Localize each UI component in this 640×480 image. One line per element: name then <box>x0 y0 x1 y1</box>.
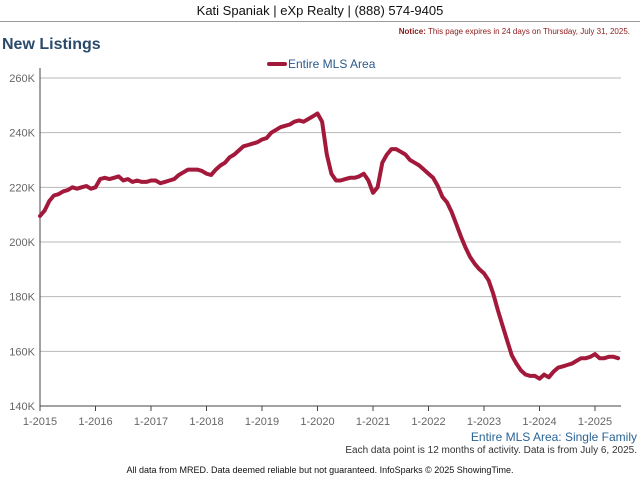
series-layer <box>38 111 621 381</box>
x-tick-label: 1-2019 <box>245 416 279 428</box>
grid-lines <box>40 77 621 352</box>
x-tick-label: 1-2020 <box>300 416 334 428</box>
x-tick-label: 1-2021 <box>356 416 390 428</box>
notice-text: This page expires in 24 days on Thursday… <box>427 27 630 36</box>
x-tick-label: 1-2023 <box>467 416 501 428</box>
x-tick-label: 1-2015 <box>23 416 57 428</box>
y-tick-label: 200K <box>9 237 35 249</box>
y-tick-label: 140K <box>9 401 35 413</box>
y-tick-label: 180K <box>9 292 35 304</box>
notice-label: Notice: <box>398 27 426 36</box>
expiry-notice: Notice: This page expires in 24 days on … <box>399 27 630 36</box>
x-tick-label: 1-2025 <box>578 416 612 428</box>
x-axis-tick-labels: 1-2015 1-2016 1-2017 1-2018 1-2019 1-2020 1-20… <box>23 416 612 428</box>
x-tick-label: 1-2017 <box>134 416 168 428</box>
y-tick-label: 160K <box>9 346 35 358</box>
axes <box>39 68 621 411</box>
x-tick-label: 1-2022 <box>411 416 445 428</box>
y-tick-label: 240K <box>9 128 35 140</box>
x-tick-label: 1-2024 <box>522 416 556 428</box>
page-title: New Listings <box>2 36 101 53</box>
series-line <box>38 111 621 381</box>
y-axis-tick-labels: 140K 160K 180K 200K 220K 240K 260K <box>9 73 35 413</box>
y-tick-label: 220K <box>9 182 35 194</box>
legend[interactable]: Entire MLS Area <box>267 57 376 71</box>
agent-contact: Kati Spaniak | eXp Realty | (888) 574-94… <box>196 3 444 18</box>
x-tick-label: 1-2016 <box>78 416 112 428</box>
x-tick-label: 1-2018 <box>189 416 223 428</box>
region-label: Entire MLS Area: Single Family <box>471 430 637 444</box>
source-footer: All data from MRED. Data deemed reliable… <box>126 465 514 475</box>
header-bar: Kati Spaniak | eXp Realty | (888) 574-94… <box>0 0 640 22</box>
data-footnote: Each data point is 12 months of activity… <box>345 445 637 456</box>
legend-label: Entire MLS Area <box>288 57 376 71</box>
y-tick-label: 260K <box>9 73 35 85</box>
